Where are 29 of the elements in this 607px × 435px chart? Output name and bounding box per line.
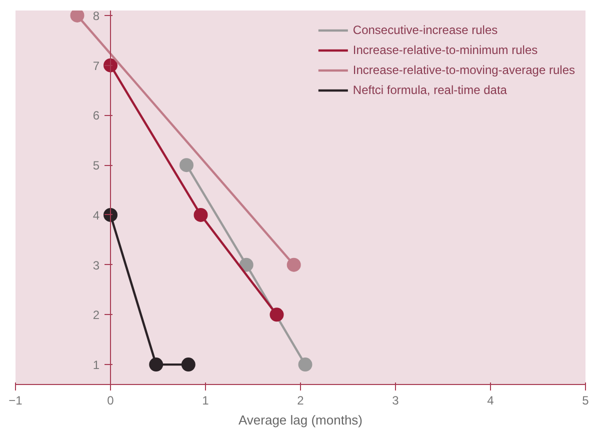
x-axis-title: Average lag (months) [238, 412, 363, 428]
legend-label: Increase-relative-to-moving-average rules [352, 63, 575, 77]
x-tick-label: 1 [202, 394, 210, 408]
point [149, 358, 164, 372]
x-tick-label: 0 [107, 394, 114, 408]
y-tick-label: 6 [92, 108, 100, 123]
y-tick-label: 2 [92, 308, 100, 322]
point [181, 358, 196, 372]
x-tick-label: 5 [582, 394, 590, 408]
point [286, 258, 301, 272]
point [70, 10, 84, 22]
y-tick-label: 4 [92, 208, 100, 222]
y-tick-label: 3 [92, 258, 100, 272]
y-tick-label: 7 [92, 58, 100, 73]
x-tick-label: 3 [392, 394, 400, 408]
legend-label: Increase-relative-to-minimum rules [352, 43, 538, 57]
point [180, 158, 194, 172]
y-tick-label: 5 [92, 158, 100, 173]
point [298, 358, 312, 372]
legend-label: Neftci formula, real-time data [352, 83, 507, 97]
legend-label: Consecutive-increase rules [352, 23, 498, 37]
point [270, 308, 284, 322]
y-tick-label: 8 [92, 8, 100, 23]
point [239, 258, 254, 272]
point [194, 208, 208, 222]
y-tick-label: 1 [92, 358, 100, 372]
x-tick-label: 2 [297, 394, 304, 408]
x-tick-label: −1 [8, 394, 23, 408]
x-tick-label: 4 [487, 394, 494, 408]
